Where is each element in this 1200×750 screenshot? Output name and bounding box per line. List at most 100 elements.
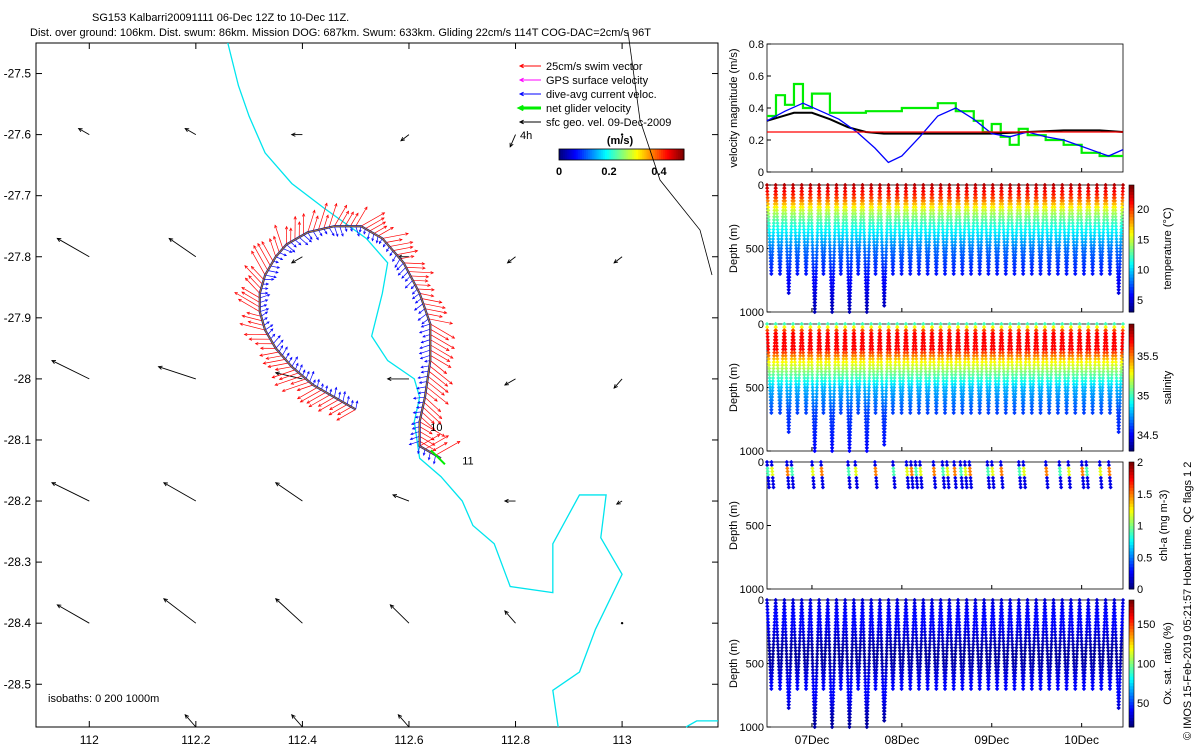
section-point — [771, 230, 776, 235]
dac-vector — [421, 323, 431, 328]
net-velocity-mark — [430, 449, 446, 465]
section-point — [778, 249, 784, 254]
colorbar-cell — [636, 149, 639, 160]
map-colorbar: (m/s)0 0.2 0.4 — [556, 135, 685, 178]
section-colorbar-cell — [1129, 219, 1134, 224]
section-point — [793, 227, 798, 232]
swim-vector-head — [312, 209, 316, 214]
dac-vector — [286, 244, 295, 253]
swim-vector-head — [451, 335, 456, 339]
legend-swatch-head — [518, 119, 524, 125]
section-point — [801, 227, 807, 232]
colorbar-cell — [563, 149, 566, 160]
swim-vector-head — [251, 250, 255, 255]
colorbar-tick-label: 0.4 — [651, 166, 667, 178]
swim-vector — [318, 399, 339, 412]
colorbar-cell — [681, 149, 685, 160]
section-colorbar-cell — [1129, 251, 1134, 256]
day-label: 10 — [430, 422, 442, 434]
swim-vector — [424, 308, 447, 314]
section-point — [793, 236, 798, 242]
dac-vector — [411, 421, 420, 425]
section-point — [780, 224, 785, 229]
swim-vector-head — [445, 389, 449, 393]
geo-vector — [390, 604, 410, 624]
dac-vector-head — [266, 321, 270, 325]
geo-vector — [504, 378, 516, 386]
dac-vector-head — [265, 287, 269, 291]
swim-vector — [405, 266, 426, 269]
section-point — [789, 224, 794, 229]
dac-vector-head — [273, 275, 277, 279]
swim-vector — [430, 339, 450, 351]
section-point — [789, 214, 794, 219]
dac-vector-head — [418, 310, 422, 314]
dac-vector-head — [331, 233, 335, 237]
dac-vector — [298, 236, 308, 246]
section-colorbar-cell — [1129, 248, 1134, 253]
colorbar-cell — [652, 149, 656, 160]
dac-vector-head — [264, 311, 269, 315]
dac-vector-head — [340, 233, 344, 237]
section-point — [792, 224, 798, 229]
dac-vector-head — [363, 231, 367, 235]
dac-vector-head — [275, 270, 279, 274]
swim-vector-head — [414, 249, 419, 253]
swim-vector-head — [381, 217, 385, 221]
dac-vector-head — [412, 411, 416, 414]
swim-vector-head — [278, 377, 283, 381]
dac-vector-head — [264, 317, 268, 321]
dac-vector-head — [366, 236, 370, 240]
swim-vector — [419, 426, 433, 435]
swim-vector-head — [296, 388, 301, 392]
swim-vector-head — [364, 206, 368, 211]
colorbar-cell — [646, 149, 650, 160]
geo-vector — [184, 714, 197, 728]
section-point — [776, 249, 782, 254]
dac-vector-head — [418, 351, 423, 355]
colorbar-cell — [559, 149, 562, 160]
swim-vector — [261, 241, 274, 262]
dac-vector — [328, 227, 335, 236]
dac-vector-head — [418, 381, 422, 384]
dac-vector — [418, 375, 429, 379]
section-point — [767, 243, 773, 248]
section-point — [814, 243, 820, 248]
section-point — [801, 220, 806, 226]
swim-vector — [248, 321, 264, 326]
swim-vector-head — [399, 238, 403, 242]
dac-vector-head — [418, 330, 423, 334]
colorbar-cell — [648, 149, 652, 160]
swim-vector — [435, 441, 461, 456]
dac-vector-head — [414, 415, 418, 419]
section-point — [766, 224, 772, 229]
dac-vector — [259, 308, 269, 313]
swim-vector-head — [443, 310, 448, 315]
dac-vector — [412, 293, 420, 300]
section-colorbar-cell — [1129, 273, 1134, 278]
legend-swatch-head — [518, 63, 524, 69]
geo-vector — [57, 604, 90, 624]
dac-vector-head — [427, 457, 431, 461]
swim-vector — [419, 293, 434, 297]
section-point — [808, 189, 813, 194]
section-point — [769, 255, 775, 261]
geo-vector-dot — [620, 133, 624, 136]
colorbar-cell — [619, 149, 622, 160]
swim-vector-head — [445, 401, 449, 405]
section-point — [783, 211, 788, 216]
dac-vector — [394, 258, 401, 268]
section-colorbar-cell — [1129, 235, 1134, 240]
section-point — [788, 243, 793, 248]
section-point — [767, 233, 772, 238]
section-point — [805, 233, 811, 238]
colorbar-cell — [565, 149, 568, 160]
section-point — [777, 271, 783, 277]
section-point — [767, 246, 773, 251]
section-point — [774, 205, 779, 210]
dac-vector — [338, 392, 341, 400]
dac-vector-head — [394, 264, 398, 268]
section-point — [798, 208, 803, 213]
